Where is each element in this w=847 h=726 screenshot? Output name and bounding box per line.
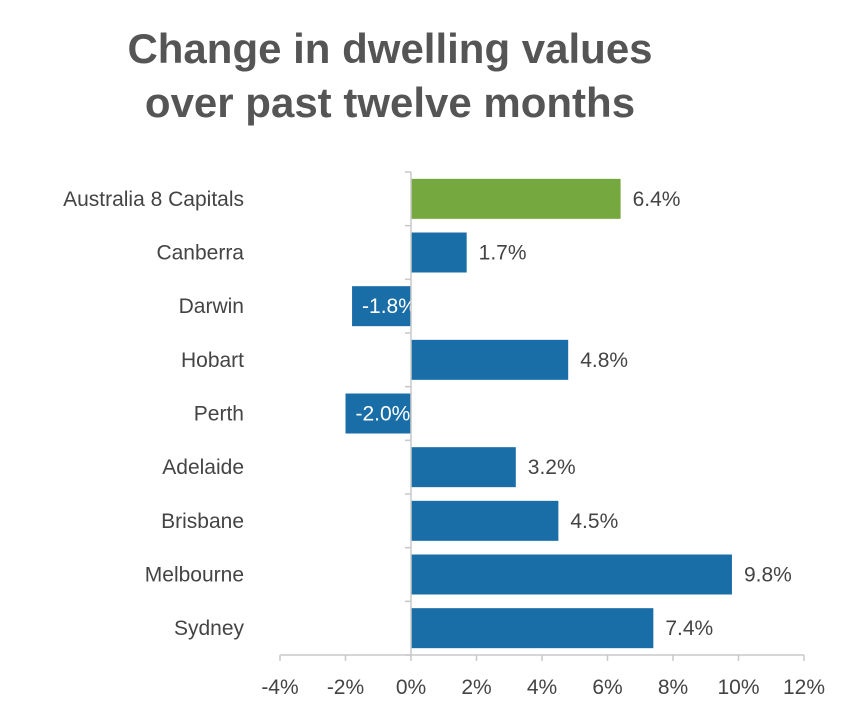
bar (411, 608, 654, 649)
chart-title: Change in dwelling values over past twel… (0, 22, 780, 130)
category-label: Darwin (179, 295, 244, 318)
data-label: 4.5% (570, 510, 618, 533)
category-label: Sydney (174, 617, 245, 640)
bar (411, 232, 467, 273)
category-label: Brisbane (161, 510, 244, 533)
x-tick-label: 6% (592, 676, 622, 699)
data-label: 7.4% (665, 617, 713, 640)
bar (411, 500, 559, 541)
x-tick-label: -2% (327, 676, 364, 699)
x-tick-label: 4% (527, 676, 557, 699)
bar (345, 393, 411, 434)
data-label: 9.8% (744, 564, 792, 587)
chart-title-line-2: over past twelve months (144, 79, 636, 126)
chart-title-line-1: Change in dwelling values (127, 25, 653, 72)
data-label: 1.7% (479, 242, 527, 265)
data-label: 6.4% (633, 188, 681, 211)
category-label: Perth (194, 403, 244, 426)
x-tick-label: -4% (261, 676, 298, 699)
x-tick-label: 8% (658, 676, 688, 699)
x-tick-label: 2% (461, 676, 491, 699)
x-tick-label: 12% (783, 676, 825, 699)
category-label: Australia 8 Capitals (63, 188, 244, 211)
data-label: -1.8% (362, 295, 417, 318)
bar (352, 286, 411, 327)
category-label: Hobart (181, 349, 244, 372)
bar (411, 554, 732, 595)
data-label: 3.2% (528, 456, 576, 479)
bar (411, 339, 569, 380)
category-label: Adelaide (162, 456, 244, 479)
x-tick-label: 10% (717, 676, 759, 699)
bar (411, 447, 516, 488)
category-label: Melbourne (145, 564, 244, 587)
category-label: Canberra (156, 242, 244, 265)
bar (411, 178, 621, 219)
x-tick-label: 0% (396, 676, 426, 699)
data-label: 4.8% (580, 349, 628, 372)
data-label: -2.0% (356, 403, 411, 426)
